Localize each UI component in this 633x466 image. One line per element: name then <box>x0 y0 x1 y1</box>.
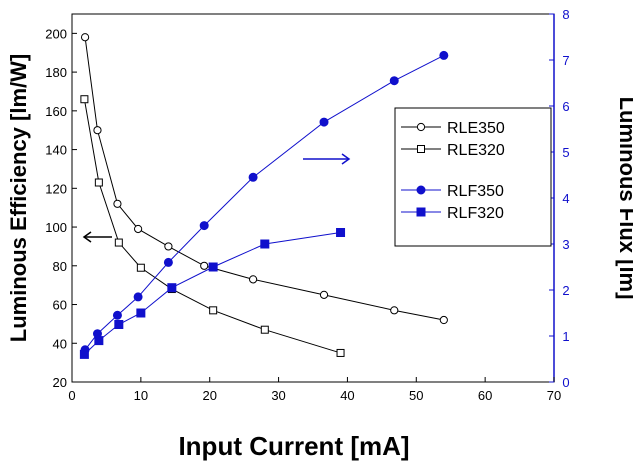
left-axis-ticks: 20 40 60 80 100 120 140 160 180 200 <box>45 26 77 390</box>
data-point-rle320 <box>336 348 345 357</box>
data-point-rle320 <box>209 306 218 315</box>
x-axis-title: Input Current [mA] <box>178 431 409 461</box>
left-tick-label: 200 <box>45 26 67 41</box>
legend: RLE350 RLE320 RLF350 RLF320 <box>394 107 552 247</box>
data-point-rle320 <box>136 263 145 272</box>
legend-label-rlf350: RLF350 <box>447 183 504 200</box>
right-tick-label: 0 <box>562 375 569 390</box>
data-point-rlf350 <box>163 257 173 267</box>
legend-label-rle350: RLE350 <box>447 120 505 137</box>
data-point-rlf320 <box>79 349 89 359</box>
data-point-rle320 <box>114 238 123 247</box>
data-point-rlf350 <box>199 221 209 231</box>
left-tick-label: 120 <box>45 181 67 196</box>
right-tick-label: 4 <box>562 191 569 206</box>
data-point-rle350 <box>113 199 122 208</box>
data-point-rlf320 <box>208 262 218 272</box>
x-axis-ticks: 0 10 20 30 40 50 60 70 <box>68 377 561 403</box>
x-tick-label: 60 <box>478 388 492 403</box>
data-point-rle350 <box>164 242 173 251</box>
data-point-rlf320 <box>94 336 104 346</box>
left-tick-label: 180 <box>45 65 67 80</box>
data-point-rlf320 <box>167 283 177 293</box>
x-tick-label: 30 <box>271 388 285 403</box>
data-point-rle350 <box>93 126 102 135</box>
left-tick-label: 60 <box>53 298 67 313</box>
x-tick-label: 70 <box>547 388 561 403</box>
legend-label-rle320: RLE320 <box>447 142 505 159</box>
data-point-rlf350 <box>389 76 399 86</box>
x-tick-label: 20 <box>202 388 216 403</box>
right-tick-label: 2 <box>562 283 569 298</box>
data-point-rle350 <box>390 306 399 315</box>
data-point-rle350 <box>248 275 258 284</box>
legend-marker-rle320 <box>417 145 425 153</box>
x-tick-label: 50 <box>409 388 423 403</box>
data-point-rlf350 <box>439 50 449 60</box>
x-tick-label: 10 <box>134 388 148 403</box>
data-point-rle350 <box>319 290 329 299</box>
x-tick-label: 40 <box>340 388 354 403</box>
data-point-rlf320 <box>136 308 146 318</box>
data-point-rle320 <box>80 95 89 104</box>
data-point-rle350 <box>134 224 143 234</box>
x-tick-label: 0 <box>68 388 75 403</box>
left-tick-label: 160 <box>45 104 67 119</box>
legend-marker-rlf320 <box>416 207 426 217</box>
legend-label-rlf320: RLF320 <box>447 205 504 222</box>
left-axis-title: Luminous Efficiency [lm/W] <box>6 54 31 342</box>
data-point-rlf320 <box>114 320 124 329</box>
right-tick-label: 5 <box>562 145 569 160</box>
series-line-rlf320 <box>84 232 341 355</box>
left-tick-label: 20 <box>53 375 67 390</box>
legend-marker-rle350 <box>416 122 426 132</box>
data-point-rlf350 <box>112 310 122 320</box>
left-tick-label: 140 <box>45 143 67 158</box>
right-tick-label: 1 <box>562 329 569 344</box>
data-point-rlf350 <box>133 292 143 302</box>
data-point-rlf350 <box>248 172 258 182</box>
data-point-rle320 <box>94 178 103 187</box>
plot-marks <box>79 33 449 359</box>
data-point-rlf350 <box>319 117 329 127</box>
left-tick-label: 100 <box>45 220 67 235</box>
right-tick-label: 7 <box>562 53 569 68</box>
series-line-rle320 <box>83 99 341 354</box>
right-arrow-annotation <box>303 153 351 165</box>
series-line-rle350 <box>84 37 444 321</box>
right-axis-title: Luminous Flux [lm] <box>615 97 633 300</box>
data-point-rle350 <box>439 315 448 325</box>
right-tick-label: 8 <box>562 7 569 22</box>
data-point-rlf320 <box>336 228 346 237</box>
left-tick-label: 40 <box>53 336 67 351</box>
series-line-rlf350 <box>84 54 445 351</box>
right-axis-ticks: 0 1 2 3 4 5 6 7 8 <box>549 7 570 390</box>
left-arrow-annotation <box>82 231 112 243</box>
left-tick-label: 80 <box>53 259 67 274</box>
data-point-rle320 <box>260 325 269 334</box>
legend-marker-rlf350 <box>416 185 426 195</box>
data-point-rle350 <box>80 33 90 42</box>
data-point-rlf320 <box>260 239 270 249</box>
right-tick-label: 3 <box>562 237 569 252</box>
right-tick-label: 6 <box>562 99 569 114</box>
data-point-rle350 <box>200 261 209 270</box>
